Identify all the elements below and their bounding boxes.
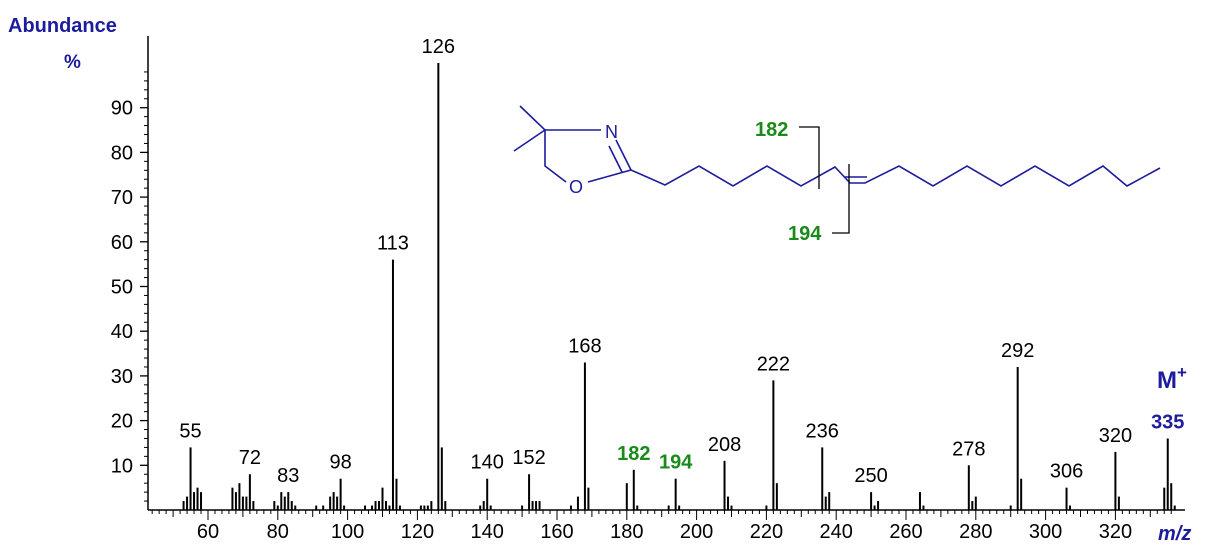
- peak-label: 98: [329, 452, 351, 474]
- y-ticks: 10 20 30 40 50 60 70 80 90: [111, 71, 148, 502]
- cleavage-marker-182: [799, 126, 820, 189]
- ring-o-c-bond: [587, 169, 632, 183]
- peak-label: 208: [708, 434, 741, 456]
- x-axis-title: m/z: [1158, 523, 1191, 545]
- x-tick-label: 320: [1099, 521, 1132, 543]
- y-tick-label: 20: [111, 411, 133, 433]
- y-tick-label: 90: [111, 98, 133, 120]
- x-tick-label: 180: [610, 521, 643, 543]
- peak-label: 168: [568, 335, 601, 357]
- peak-label: 83: [277, 465, 299, 487]
- peak-label: 250: [854, 465, 887, 487]
- peak-label: 292: [1001, 340, 1034, 362]
- x-tick-label: 80: [267, 521, 289, 543]
- x-tick-label: 60: [197, 521, 219, 543]
- peak-label: 222: [757, 353, 790, 375]
- peak-label: 72: [239, 447, 261, 469]
- ring-n-c-bond: [615, 139, 632, 171]
- y-tick-label: 70: [111, 187, 133, 209]
- x-tick-label: 140: [471, 521, 504, 543]
- peak-label: 236: [806, 420, 839, 442]
- y-tick-label: 30: [111, 366, 133, 388]
- cleavage-marker-194: [832, 164, 850, 234]
- x-tick-label: 220: [750, 521, 783, 543]
- y-tick-label: 50: [111, 277, 133, 299]
- y-tick-label: 80: [111, 142, 133, 164]
- peak-label: 113: [377, 233, 409, 255]
- y-tick-label: 40: [111, 321, 133, 343]
- peak-label: 126: [422, 36, 455, 58]
- peak-label: 335: [1151, 411, 1184, 433]
- x-tick-label: 100: [331, 521, 364, 543]
- peak-label: 306: [1050, 461, 1083, 483]
- x-tick-label: 240: [820, 521, 853, 543]
- x-tick-label: 160: [540, 521, 573, 543]
- alkyl-chain: [630, 165, 1161, 187]
- fragment-label-182: 182: [755, 119, 788, 141]
- ring-oxygen-label: O: [569, 177, 583, 197]
- fragment-label-194: 194: [788, 223, 822, 245]
- methyl-bond-1: [519, 105, 546, 131]
- peak-label: 182: [617, 443, 650, 465]
- peak-label: 152: [512, 447, 545, 469]
- y-tick-label: 10: [111, 455, 133, 477]
- x-tick-label: 280: [959, 521, 992, 543]
- peak-label: 194: [659, 452, 693, 474]
- x-tick-label: 260: [889, 521, 922, 543]
- x-tick-label: 300: [1029, 521, 1062, 543]
- ring-n-c-double-bond: [608, 145, 623, 173]
- y-axis-unit: %: [64, 52, 81, 73]
- y-tick-label: 60: [111, 232, 133, 254]
- ring-c-o-bonds: [544, 130, 567, 183]
- y-axis-title: Abundance: [8, 15, 117, 37]
- peak-label: 278: [952, 438, 985, 460]
- peak-labels: 55 72 83 98 113 126 140 152 168 182 194 208 222 236 25…: [179, 36, 1184, 487]
- ring-nitrogen-label: N: [605, 122, 618, 142]
- peak-label: 140: [471, 452, 504, 474]
- x-tick-label: 200: [680, 521, 713, 543]
- structure-diagram: [513, 105, 1161, 234]
- peak-label: 320: [1099, 425, 1132, 447]
- molecular-ion-label: M+: [1157, 363, 1187, 394]
- x-ticks: 60 80 100 120 140 160 180 200 220 240 260 280 300 320: [151, 510, 1172, 543]
- spectrum-peaks: [182, 63, 1176, 510]
- methyl-bond-2: [513, 129, 546, 152]
- peak-label: 55: [179, 420, 201, 442]
- x-tick-label: 120: [401, 521, 434, 543]
